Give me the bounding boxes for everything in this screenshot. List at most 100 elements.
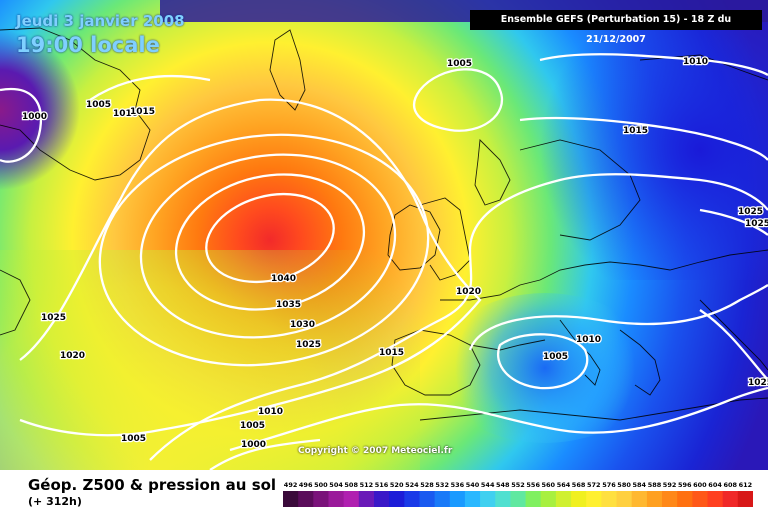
legend-value: 568	[572, 481, 586, 489]
isobar-label: 1025	[41, 313, 66, 323]
legend-value: 512	[360, 481, 374, 489]
isobars	[0, 53, 768, 470]
legend-value: 600	[693, 481, 707, 489]
legend-swatch	[313, 491, 329, 507]
coastlines	[0, 27, 768, 421]
isobar-label: 1010	[576, 335, 601, 345]
legend-value: 608	[724, 481, 738, 489]
legend-value: 556	[526, 481, 540, 489]
isobar-label: 1010	[683, 57, 708, 67]
legend-value: 588	[648, 481, 662, 489]
isobar-label: 1020	[456, 287, 481, 297]
legend-swatch	[419, 491, 436, 507]
legend-value: 604	[708, 481, 722, 489]
legend-swatch	[464, 491, 481, 507]
legend-swatch	[586, 491, 602, 507]
weather-map: 1000 1005 1010 1015 1005 1010 1015 1025 …	[0, 0, 768, 470]
legend-swatch	[616, 491, 633, 507]
legend-swatch	[449, 491, 466, 507]
legend-value: 496	[299, 481, 313, 489]
legend-swatch	[434, 491, 451, 507]
legend-swatch	[525, 491, 542, 507]
legend-swatch	[328, 491, 345, 507]
legend-value: 524	[405, 481, 419, 489]
legend-value: 536	[451, 481, 465, 489]
isobar-label: 1015	[379, 348, 404, 358]
legend-value: 508	[344, 481, 358, 489]
legend-swatch	[601, 491, 618, 507]
legend-value: 560	[542, 481, 556, 489]
legend-swatch	[374, 491, 390, 507]
legend-value: 504	[329, 481, 343, 489]
legend-swatch	[495, 491, 511, 507]
legend-swatch	[404, 491, 420, 507]
legend-value: 544	[481, 481, 495, 489]
legend-swatch	[343, 491, 360, 507]
legend-value: 492	[284, 481, 298, 489]
copyright-notice: Copyright © 2007 Meteociel.fr	[298, 446, 453, 456]
forecast-lead-time: (+ 312h)	[28, 495, 82, 508]
northeast-cold-area	[520, 20, 768, 280]
legend-swatch	[631, 491, 648, 507]
legend-swatch	[540, 491, 557, 507]
legend-swatch	[692, 491, 709, 507]
legend-value: 520	[390, 481, 404, 489]
legend-value: 540	[466, 481, 480, 489]
isobar-label: 1010	[258, 407, 283, 417]
chart-title: Géop. Z500 & pression au sol	[28, 476, 277, 494]
isobar-label: 1025	[296, 340, 321, 350]
legend-swatch	[722, 491, 739, 507]
isobar-label: 1025	[745, 219, 768, 229]
legend-value: 612	[739, 481, 753, 489]
legend-swatch	[737, 491, 753, 507]
legend-value: 592	[663, 481, 677, 489]
isobar-label: 1005	[86, 100, 111, 110]
legend-value: 576	[602, 481, 616, 489]
legend-value: 516	[375, 481, 389, 489]
legend-swatch	[662, 491, 678, 507]
isobar-label: 1000	[241, 440, 266, 450]
northwest-trough	[0, 20, 120, 220]
isobar-label: 1000	[22, 112, 47, 122]
mediterranean-low	[435, 293, 655, 443]
legend-swatch	[707, 491, 724, 507]
legend-swatch	[677, 491, 693, 507]
legend-swatch	[389, 491, 405, 507]
legend-swatch	[646, 491, 663, 507]
legend-swatch	[571, 491, 587, 507]
ensemble-run-label: Ensemble GEFS (Perturbation 15) - 18 Z d…	[470, 10, 762, 45]
legend-value: 580	[617, 481, 631, 489]
legend-value: 528	[420, 481, 434, 489]
legend-swatch	[358, 491, 375, 507]
isobar-label: 1005	[240, 421, 265, 431]
legend-swatch	[510, 491, 527, 507]
legend-value: 532	[435, 481, 449, 489]
isobar-label: 1015	[130, 107, 155, 117]
legend-value: 564	[557, 481, 571, 489]
legend-value: 500	[314, 481, 328, 489]
isobar-label: 1025	[738, 207, 763, 217]
isobar-label: 1005	[447, 59, 472, 69]
legend-value: 572	[587, 481, 601, 489]
legend-swatch	[480, 491, 496, 507]
legend-value: 552	[511, 481, 525, 489]
isobar-label: 1030	[290, 320, 315, 330]
forecast-time: 19:00 locale	[16, 33, 160, 57]
isobar-labels: 1000 1005 1010 1015 1005 1010 1015 1025 …	[21, 56, 768, 452]
legend-swatch	[298, 491, 314, 507]
isobar-label: 1005	[543, 352, 568, 362]
isobar-label: 1005	[121, 434, 146, 444]
isobar-label: 1020	[60, 351, 85, 361]
forecast-date: Jeudi 3 janvier 2008	[16, 12, 185, 30]
legend-value: 596	[678, 481, 692, 489]
isobar-label: 1015	[623, 126, 648, 136]
legend-swatch	[283, 491, 299, 507]
isobar-label: 1010	[113, 109, 138, 119]
isobar-label: 1025	[748, 378, 768, 388]
legend-value: 584	[633, 481, 647, 489]
isobar-label: 1040	[271, 274, 296, 284]
color-legend: 492 496 500 504 508 512 516 520 524 528 532 536 540 5…	[283, 481, 753, 507]
legend-swatch	[555, 491, 572, 507]
isobar-label: 1035	[276, 300, 301, 310]
legend-value: 548	[496, 481, 510, 489]
